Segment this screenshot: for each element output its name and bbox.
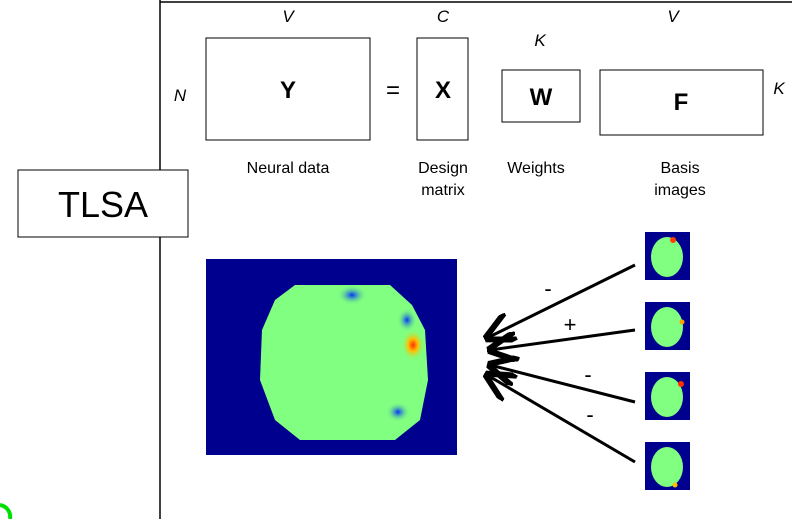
dim-label: K xyxy=(534,31,546,50)
matrix-label: Y xyxy=(280,77,296,104)
matrix-label: F xyxy=(674,89,689,116)
matrix-label: W xyxy=(530,84,553,111)
arrows xyxy=(487,265,635,462)
caption: images xyxy=(654,182,706,199)
brain-map xyxy=(206,259,457,455)
basis-images xyxy=(645,232,690,490)
caption: matrix xyxy=(421,182,465,199)
weight-sign: + xyxy=(564,312,577,337)
equals: = xyxy=(386,77,400,104)
rows-label: N xyxy=(174,86,187,105)
weight-sign: - xyxy=(586,402,593,427)
rows-label: K xyxy=(773,79,785,98)
weight-sign: - xyxy=(584,362,591,387)
matrix-label: X xyxy=(435,77,451,104)
tag: TLSA xyxy=(58,184,148,225)
caption: Weights xyxy=(507,160,565,177)
cursor-arc xyxy=(0,505,10,519)
caption: Design xyxy=(418,160,468,177)
weight-sign: - xyxy=(544,276,551,301)
dim-label: V xyxy=(667,7,680,26)
dim-label: C xyxy=(437,7,450,26)
caption: Basis xyxy=(660,160,699,177)
dim-label: V xyxy=(282,7,295,26)
caption: Neural data xyxy=(247,160,330,177)
diagram: N V Y = C X K W V F K Neural data Design… xyxy=(0,0,792,519)
